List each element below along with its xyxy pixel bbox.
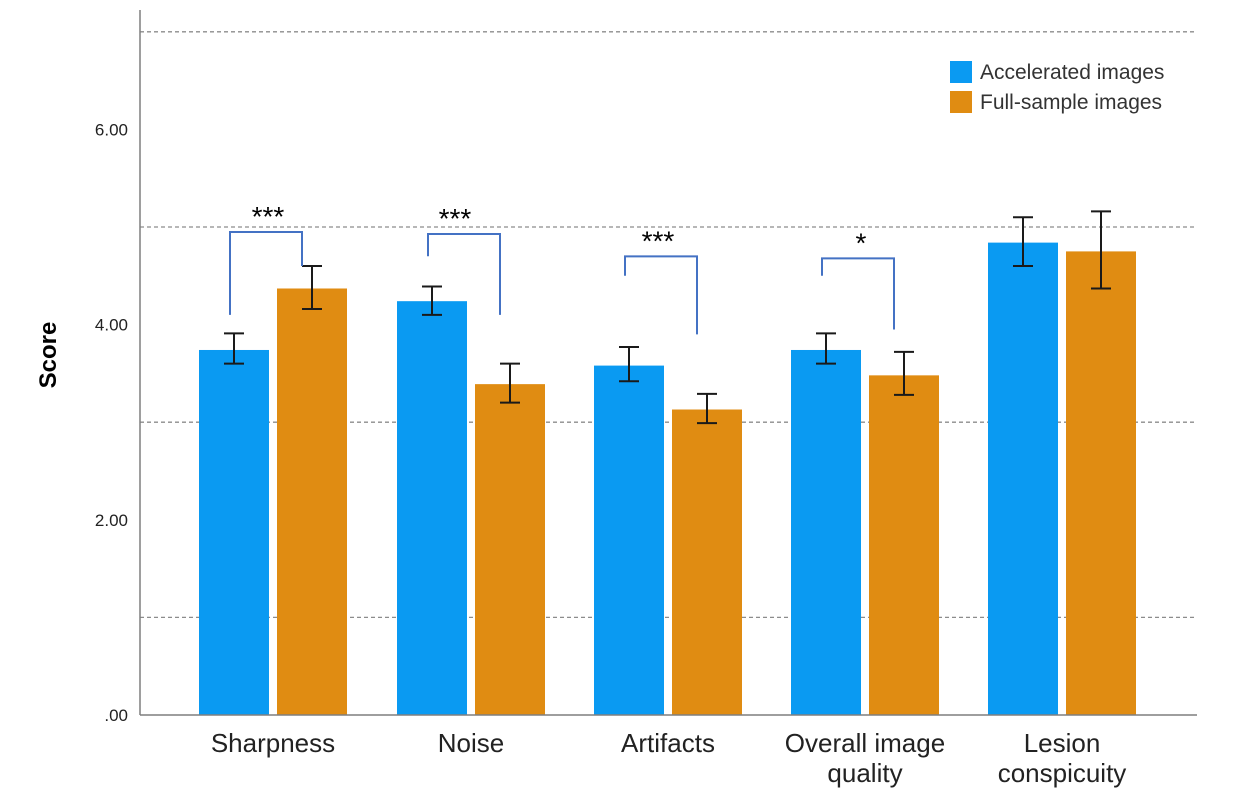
- legend-swatch: [950, 61, 972, 83]
- bar: [869, 375, 939, 715]
- error-bars: [224, 210, 1111, 425]
- significance-bracket: ***: [229, 201, 303, 315]
- error-bar: [894, 350, 914, 396]
- y-tick-label: 4.00: [95, 316, 128, 335]
- significance-bracket: ***: [624, 225, 698, 335]
- significance-label: ***: [252, 201, 285, 232]
- significance-bracket: ***: [427, 203, 501, 315]
- x-tick-label: Noise: [438, 728, 504, 758]
- error-bar: [619, 346, 639, 383]
- x-tick-label: Lesion conspicuity: [998, 728, 1127, 788]
- error-bar: [224, 332, 244, 365]
- x-tick-label: Artifacts: [621, 728, 715, 758]
- bars: [199, 242, 1136, 715]
- legend-swatch: [950, 91, 972, 113]
- significance-label: ***: [439, 203, 472, 234]
- y-tick-labels: .00 2.00 4.00 6.00: [95, 120, 128, 725]
- legend-item: Accelerated images: [950, 61, 1164, 84]
- legend: Accelerated images Full-sample images: [950, 61, 1164, 114]
- bar: [988, 242, 1058, 715]
- error-bar: [1013, 216, 1033, 268]
- significance-brackets: *** ****** *: [229, 201, 895, 335]
- y-tick-label: .00: [104, 706, 128, 725]
- bar: [791, 349, 861, 715]
- bar: [475, 384, 545, 715]
- error-bar: [1091, 210, 1111, 290]
- x-tick-labels: Sharpness Noise Artifacts Overall image qual…: [211, 728, 1126, 788]
- error-bar: [816, 332, 836, 365]
- legend-label: Accelerated images: [980, 61, 1164, 84]
- error-bar: [302, 265, 322, 310]
- significance-label: *: [856, 227, 867, 258]
- error-bar: [422, 285, 442, 316]
- y-tick-label: 2.00: [95, 511, 128, 530]
- legend-item: Full-sample images: [950, 91, 1162, 114]
- axes: [139, 10, 1197, 716]
- error-bar: [697, 392, 717, 425]
- legend-label: Full-sample images: [980, 91, 1162, 114]
- significance-bracket: *: [821, 227, 895, 330]
- x-tick-label: Overall image quality: [785, 728, 945, 788]
- y-tick-label: 6.00: [95, 120, 128, 139]
- bar: [594, 365, 664, 715]
- bar: [199, 349, 269, 715]
- x-tick-label: Sharpness: [211, 728, 335, 758]
- significance-label: ***: [642, 225, 675, 256]
- error-bar: [500, 362, 520, 404]
- bar: [672, 409, 742, 715]
- bar: [397, 301, 467, 715]
- bar: [1066, 251, 1136, 715]
- y-axis-label: Score: [35, 322, 62, 389]
- bar: [277, 288, 347, 715]
